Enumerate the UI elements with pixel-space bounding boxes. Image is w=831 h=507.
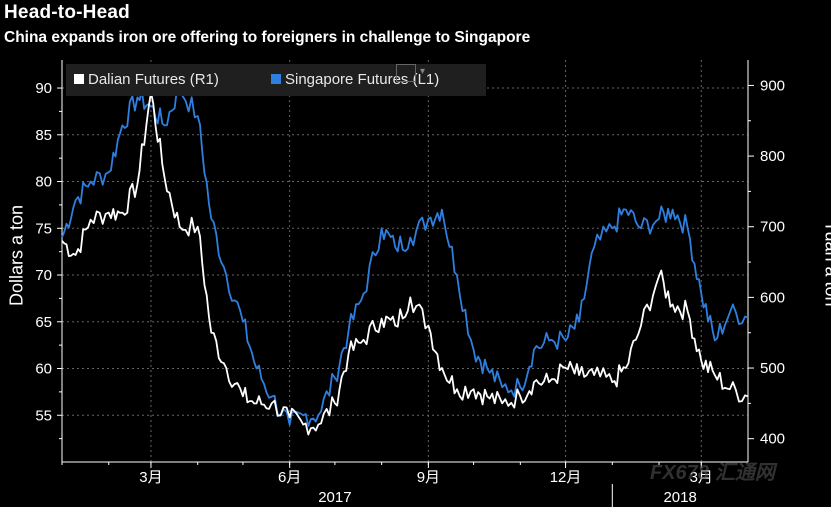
legend-item-dalian[interactable]: Dalian Futures (R1)	[74, 71, 219, 88]
y-tick-label-left: 65	[35, 314, 52, 331]
legend-swatch-singapore	[271, 74, 281, 84]
y-tick-label-right: 800	[760, 148, 785, 165]
y-tick-label-left: 55	[35, 407, 52, 424]
y-tick-label-left: 75	[35, 220, 52, 237]
x-tick-label: 3月	[139, 469, 162, 486]
series-line-singapore	[61, 87, 749, 427]
x-tick-label: 6月	[278, 469, 301, 486]
x-year-label: 2018	[663, 489, 696, 506]
y-tick-label-right: 600	[760, 289, 785, 306]
y-tick-label-left: 70	[35, 267, 52, 284]
y-tick-label-right: 400	[760, 431, 785, 448]
y-tick-label-left: 90	[35, 80, 52, 97]
y-tick-label-right: 500	[760, 360, 785, 377]
x-year-label: 2017	[318, 489, 351, 506]
x-tick-label: 12月	[550, 469, 582, 486]
legend-label-singapore: Singapore Futures (L1)	[285, 71, 440, 88]
series-line-dalian	[61, 91, 749, 436]
legend: Dalian Futures (R1) Singapore Futures (L…	[66, 64, 486, 96]
legend-item-singapore[interactable]: Singapore Futures (L1)	[271, 71, 439, 88]
legend-swatch-dalian	[74, 74, 84, 84]
legend-label-dalian: Dalian Futures (R1)	[88, 71, 219, 88]
y-tick-label-left: 85	[35, 127, 52, 144]
y-tick-label-right: 700	[760, 219, 785, 236]
y-tick-label-right: 900	[760, 77, 785, 94]
x-tick-label: 9月	[417, 469, 440, 486]
watermark-cn: 汇通网	[714, 462, 775, 484]
chart-title: Head-to-Head	[4, 2, 130, 23]
chart-settings-icon[interactable]	[396, 64, 416, 82]
y-tick-label-left: 60	[35, 361, 52, 378]
watermark-logo: FX678 汇通网	[650, 456, 775, 485]
chart-subtitle: China expands iron ore offering to forei…	[4, 29, 531, 46]
y-tick-label-left: 80	[35, 174, 52, 191]
watermark-brand: FX678	[650, 462, 709, 484]
chevron-down-icon[interactable]: ▾	[420, 66, 426, 77]
x-tick-label: 3月	[690, 469, 713, 486]
